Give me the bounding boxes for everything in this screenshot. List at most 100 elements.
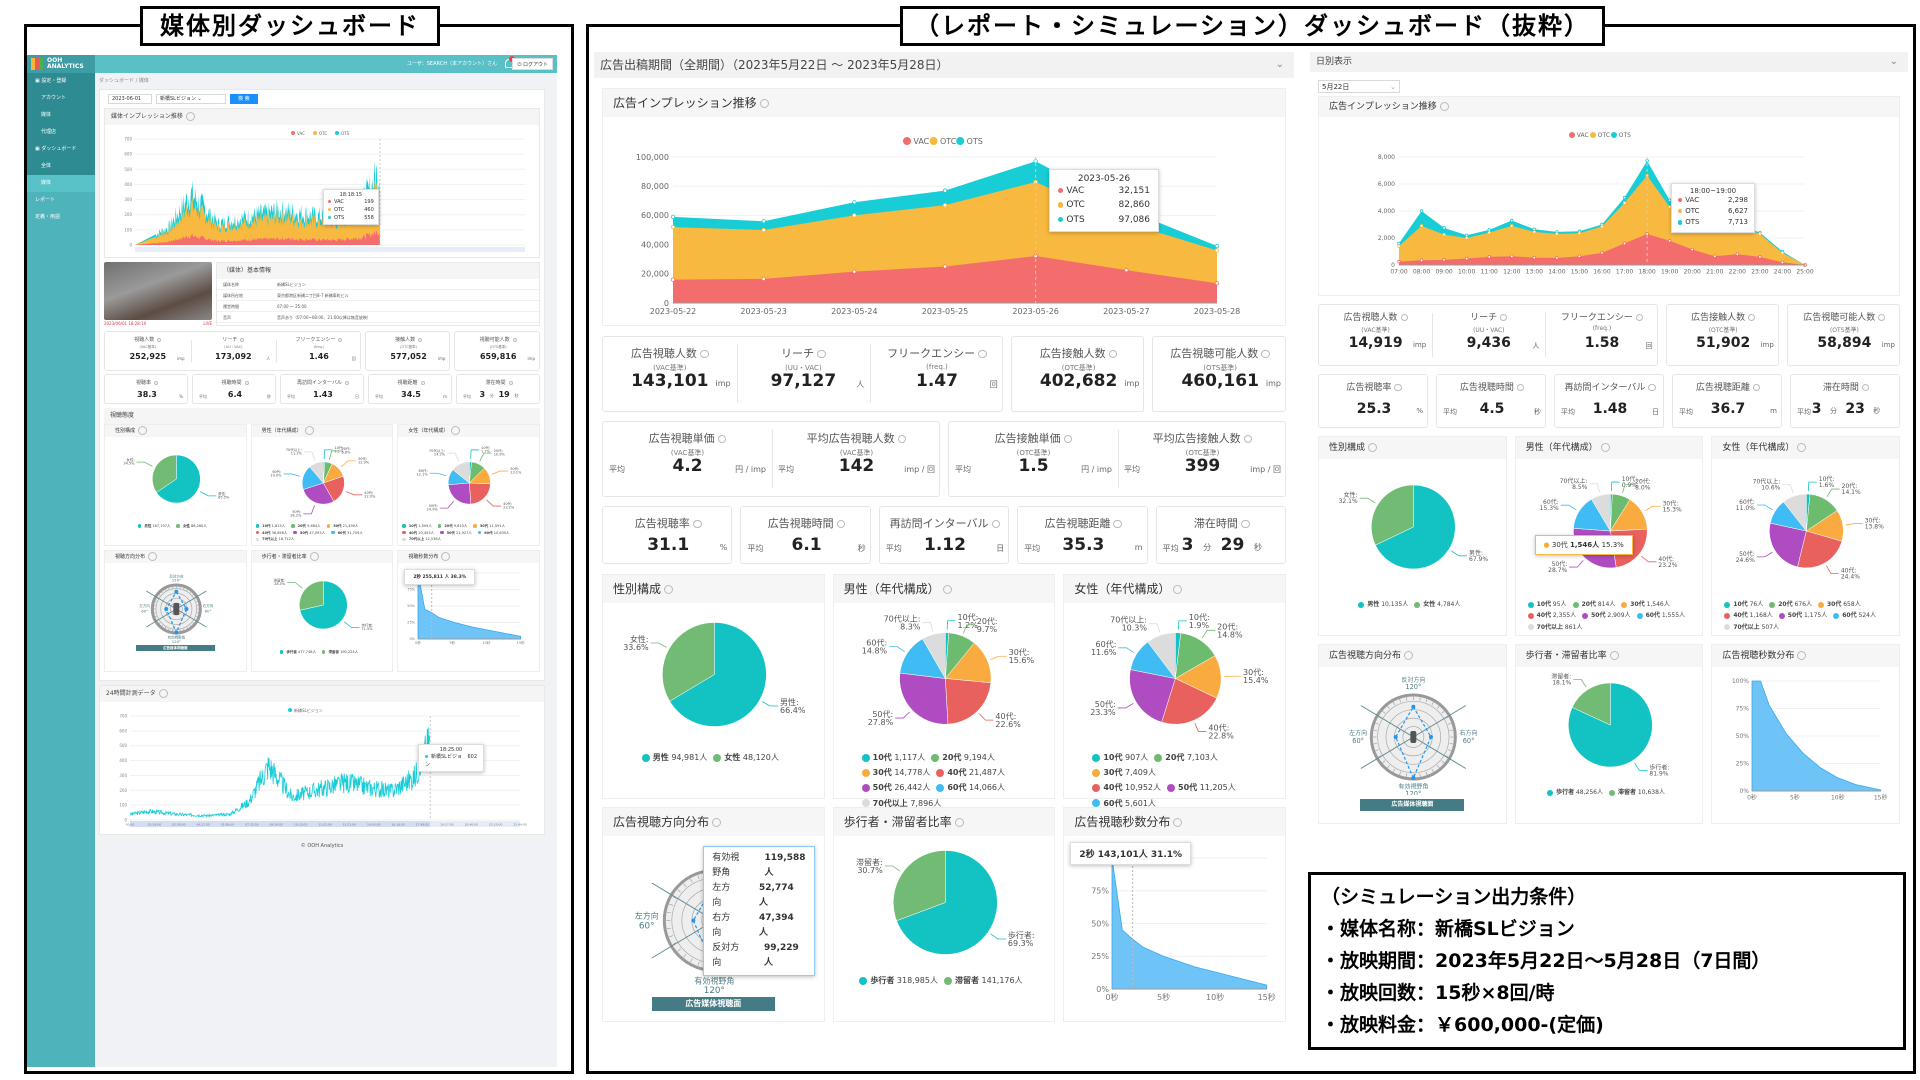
pie-slice-female[interactable] [152,454,177,493]
data-point-ots[interactable] [1033,159,1038,164]
info-icon[interactable] [309,552,319,561]
info-icon[interactable] [1063,434,1073,444]
info-icon[interactable] [1635,313,1644,322]
data-point-vac[interactable] [1735,252,1740,256]
legend-item[interactable]: 40代 20,453人 [402,531,434,535]
data-point-otc[interactable] [1780,251,1785,255]
info-icon[interactable] [1600,443,1610,452]
data-point-vac[interactable] [1555,256,1559,260]
legend-item[interactable]: 70代以上 18,712人 [255,537,294,541]
direction-point[interactable] [174,630,179,635]
pie-slice-6[interactable] [1783,493,1807,532]
legend-marker-ots[interactable] [1611,132,1617,138]
legend-item[interactable]: 滞留者 141,176人 [943,976,1023,985]
pie-slice-female[interactable] [662,622,715,702]
logout-button[interactable]: ⏻ ログアウト [512,58,553,70]
chevron-down-icon[interactable]: ⌄ [1889,56,1898,67]
legend-marker[interactable] [335,131,339,135]
pie-slice-4[interactable] [302,482,334,505]
pie-slice-stayer[interactable] [1571,682,1611,726]
info-icon[interactable] [441,552,451,561]
legend-item[interactable]: 10代 907人 [1092,753,1148,762]
pie-slice-4[interactable] [898,672,948,725]
info-icon[interactable] [185,112,195,121]
legend-item[interactable]: 滞留者 10,638人 [1608,789,1665,796]
pie-slice-6[interactable] [452,461,470,484]
legend-item[interactable]: 60代 10,635人 [477,531,510,535]
data-point-otc[interactable] [852,213,857,218]
legend-item[interactable]: 歩行者 477,748人 [279,650,316,654]
data-point-vac[interactable] [1577,254,1582,258]
pie-slice-stayer[interactable] [892,850,946,922]
legend-item[interactable]: 30代 658人 [1817,601,1861,608]
data-point-ots[interactable] [1622,195,1627,200]
data-point-otc[interactable] [1510,224,1514,228]
legend-item[interactable]: 男性 94,981人 [641,753,707,762]
direction-point[interactable] [164,607,169,611]
legend-item[interactable]: 50代 47,093人 [293,531,325,535]
legend-item[interactable]: 40代 1,168人 [1724,612,1773,619]
info-icon[interactable] [699,349,709,359]
info-icon[interactable] [816,349,826,359]
legend-item[interactable]: 20代 814人 [1572,601,1615,608]
info-icon[interactable] [1878,313,1886,322]
legend-item[interactable]: 30代 14,778人 [861,768,930,777]
pie-slice-6[interactable] [1147,632,1176,680]
info-icon[interactable] [344,380,349,385]
data-point-otc[interactable] [1397,244,1401,248]
legend-item[interactable]: 女性 88,260人 [176,524,207,528]
legend-item[interactable]: 30代 11,591人 [473,524,505,528]
sidebar-item[interactable]: 媒体 [27,107,95,124]
sidebar-item[interactable]: ▣ ダッシュボード [27,141,95,158]
info-icon[interactable] [451,426,461,435]
info-icon[interactable] [664,585,674,594]
info-icon[interactable] [1748,313,1756,322]
info-icon[interactable] [154,380,158,385]
data-point-ots[interactable] [1442,226,1446,230]
pie-slice-4[interactable] [448,482,472,505]
data-point-ots[interactable] [761,219,766,224]
pie-slice-stayer[interactable] [298,580,324,611]
legend-marker[interactable] [288,708,292,712]
pie-slice-walker[interactable] [895,850,998,955]
info-icon[interactable] [512,337,517,342]
legend-item[interactable]: 男性 10,135人 [1358,601,1408,608]
legend-item[interactable]: 50代 2,909人 [1582,612,1631,619]
legend-item[interactable]: 10代 1,117人 [861,753,925,762]
data-point-vac[interactable] [1419,258,1424,262]
data-point-ots[interactable] [1214,243,1220,249]
info-icon[interactable] [138,426,148,435]
info-icon[interactable] [1404,651,1414,660]
legend-marker-vac[interactable] [1569,132,1575,138]
ad-view-button[interactable]: 広告媒体視聴面 [652,997,775,1011]
info-icon[interactable] [759,99,769,108]
data-point-vac[interactable] [670,277,676,282]
data-point-ots[interactable] [1667,198,1672,202]
data-point-otc[interactable] [1555,232,1559,236]
legend-item[interactable]: 70代以上 507人 [1724,624,1779,631]
legend-item[interactable]: 女性 4,784人 [1414,601,1460,608]
ad-view-button[interactable]: 広告媒体視聴面 [136,645,215,651]
info-icon[interactable] [1439,102,1449,111]
info-icon[interactable] [712,818,722,827]
data-point-otc[interactable] [1487,230,1491,235]
data-point-vac[interactable] [1532,255,1537,260]
zoom-slider-range[interactable] [130,821,431,827]
info-icon[interactable] [1261,349,1271,359]
data-point-ots[interactable] [942,188,948,193]
info-icon[interactable] [1108,349,1118,359]
legend-item[interactable]: 30代 21,490人 [326,524,358,528]
info-icon[interactable] [1113,519,1123,529]
info-icon[interactable] [1797,443,1807,452]
pie-slice-3[interactable] [1161,678,1218,725]
data-point-vac[interactable] [1442,258,1446,262]
direction-point[interactable] [1411,776,1416,781]
legend-item[interactable]: 60代 31,709人 [331,531,363,535]
data-point-vac[interactable] [1667,238,1672,243]
info-icon[interactable] [508,380,513,385]
legend-marker[interactable] [291,131,295,135]
data-point-otc[interactable] [670,224,676,230]
pie-slice-3[interactable] [1797,530,1843,569]
legend-item[interactable]: 40代 2,355人 [1527,612,1576,619]
legend-item[interactable]: 10代 1,813人 [255,524,285,528]
